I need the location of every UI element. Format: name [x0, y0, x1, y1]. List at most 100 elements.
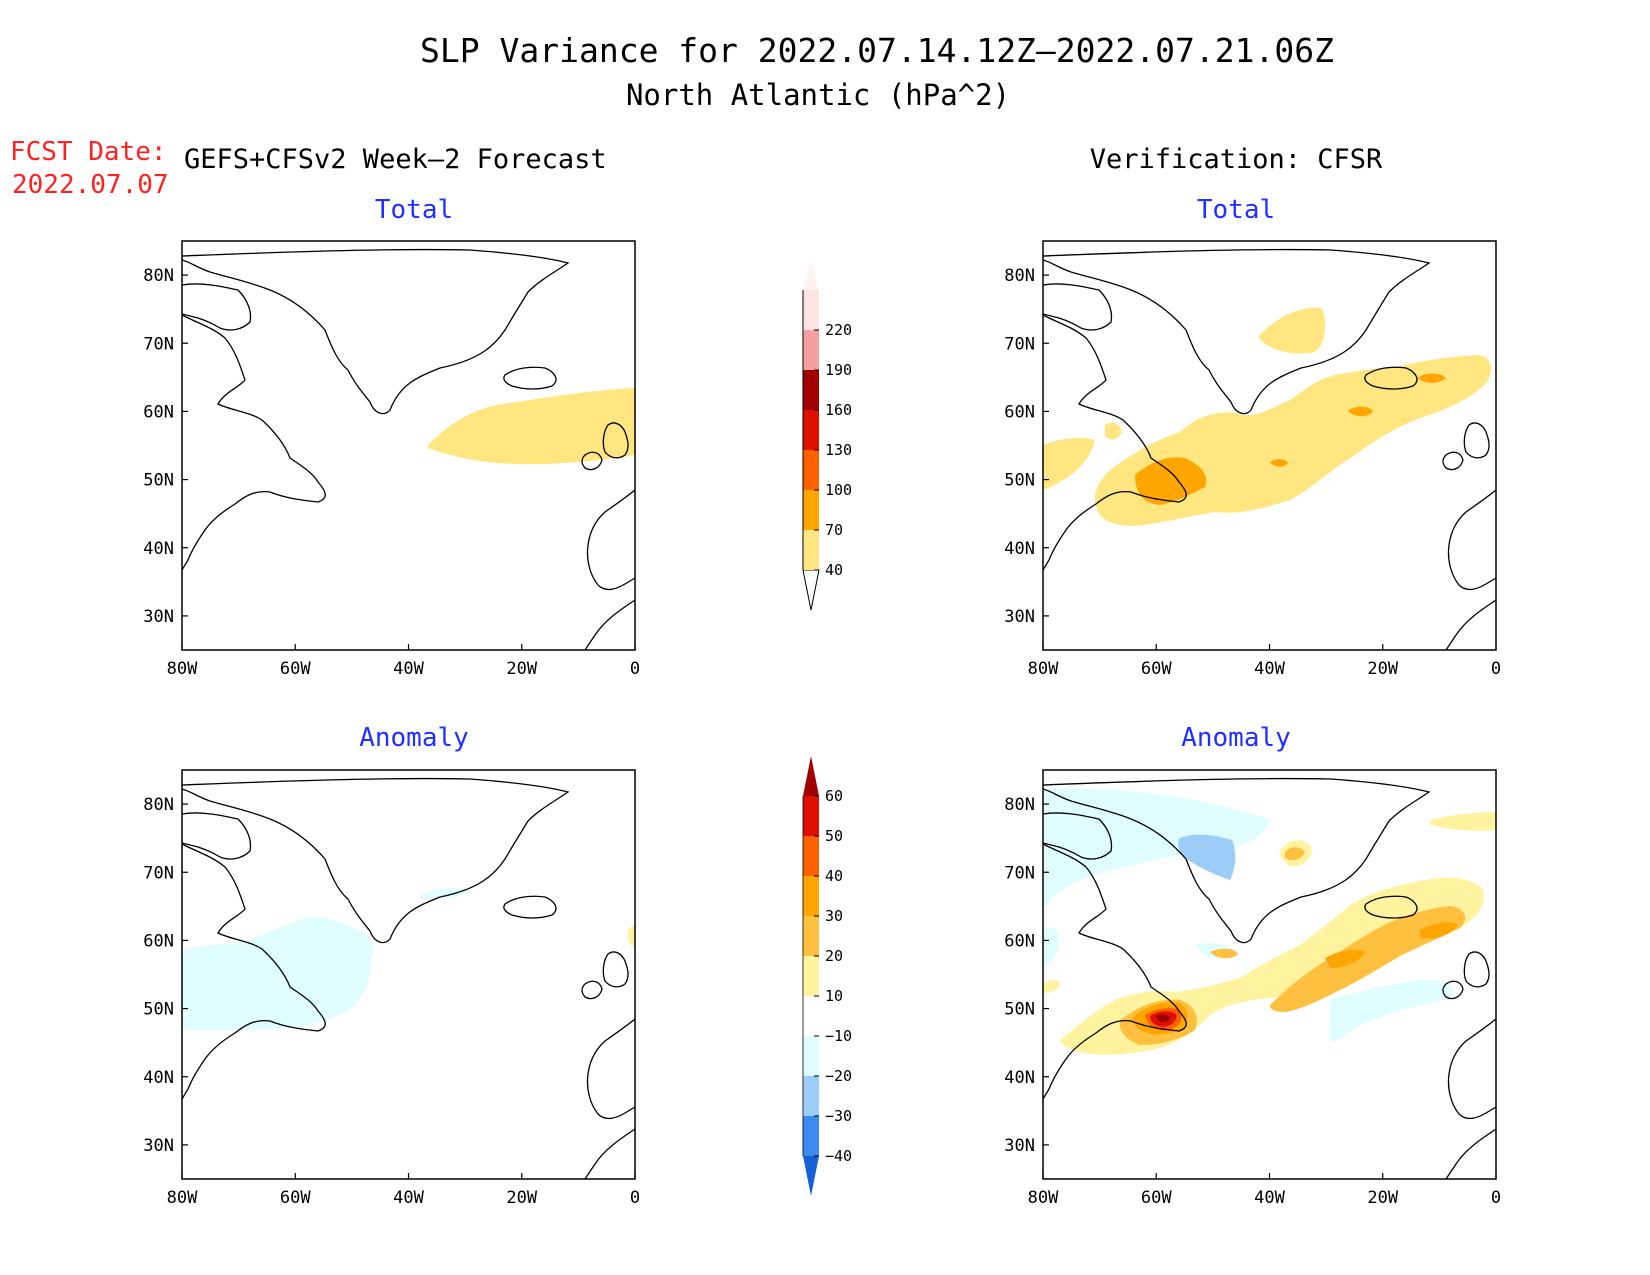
y-tick-label: 80N [1004, 795, 1035, 815]
x-tick-label: 40W [393, 659, 424, 679]
shading-verification-anomaly [1043, 788, 1496, 1055]
colorbar-segment [803, 916, 819, 956]
europe-coast [1447, 1018, 1496, 1120]
colorbar-segment [803, 1036, 819, 1076]
colorbar-total: 40 70 100 130 160 190 220 [802, 260, 852, 611]
ireland-coast [581, 451, 603, 471]
europe-coast [1447, 489, 1496, 591]
colorbar-segment [803, 996, 819, 1036]
africa-coast [1445, 1128, 1496, 1179]
map-panel-forecast-anomaly [181, 769, 636, 1180]
y-tick-label: 60N [143, 931, 174, 951]
map-panel-verification-total [1042, 240, 1497, 651]
baffin-island-coast [182, 283, 252, 331]
colorbar-segment [803, 290, 819, 330]
y-tick-label: 80N [143, 795, 174, 815]
canada-coast [182, 314, 326, 571]
x-tick-label: 60W [1141, 659, 1172, 679]
anomaly-neg10-neg20-region-small [420, 887, 470, 899]
anomaly-10-20-region-top [1430, 812, 1496, 831]
map-panel-verification-anomaly [1042, 769, 1497, 1180]
panel-subtitle-fcst-total: Total [375, 195, 453, 225]
anomaly-10-20-region-edge [627, 926, 635, 948]
variance-70-100-region-iceland [1418, 373, 1446, 383]
colorbar-label: 40 [825, 867, 843, 885]
figure-title-line2: North Atlantic (hPa^2) [626, 78, 1010, 112]
colorbar-segment [803, 796, 819, 836]
y-tick-label: 50N [143, 1000, 174, 1020]
y-tick-label: 30N [1004, 607, 1035, 627]
map-panel-forecast-total [181, 240, 636, 651]
x-tick-label: 40W [1254, 1188, 1285, 1208]
x-tick-label: 60W [280, 1188, 311, 1208]
colorbar-segment [803, 370, 819, 410]
colorbar-label: 60 [825, 787, 843, 805]
x-tick-label: 80W [1028, 659, 1059, 679]
colorbar-segment [803, 1076, 819, 1116]
x-tick-label: 60W [280, 659, 311, 679]
x-tick-label: 40W [1254, 659, 1285, 679]
x-tick-label: 80W [167, 659, 198, 679]
coastlines [1043, 777, 1496, 1179]
anomaly-neg10-neg20-region [182, 917, 374, 1030]
variance-70-100-region-newfoundland [1135, 457, 1207, 505]
panel-subtitle-fcst-anomaly: Anomaly [359, 723, 469, 753]
colorbar-extend-low [802, 569, 820, 611]
colorbar-label: 100 [825, 481, 852, 499]
fcst-date-value: 2022.07.07 [12, 170, 169, 200]
colorbar-label: 70 [825, 521, 843, 539]
y-tick-label: 80N [1004, 266, 1035, 286]
x-tick-label: 80W [167, 1188, 198, 1208]
colorbar-segment [803, 450, 819, 490]
y-tick-label: 70N [143, 863, 174, 883]
colorbar-label: −20 [825, 1067, 852, 1085]
shading-forecast-total [428, 388, 635, 465]
europe-coast [586, 489, 635, 591]
y-tick-label: 60N [1004, 931, 1035, 951]
x-tick-label: 0 [630, 1188, 640, 1208]
x-tick-label: 40W [393, 1188, 424, 1208]
ireland-coast [1442, 451, 1464, 471]
anomaly-10-20-region-small2 [1043, 979, 1060, 993]
anomaly-30-40-region [1325, 922, 1458, 968]
variance-40-70-region-greenland [1258, 307, 1326, 354]
iceland-coast [1364, 895, 1418, 919]
colorbar-segment [803, 1116, 819, 1156]
x-tick-label: 60W [1141, 1188, 1172, 1208]
y-tick-label: 80N [143, 266, 174, 286]
baffin-island-coast [1043, 812, 1113, 860]
y-tick-label: 40N [1004, 539, 1035, 559]
y-tick-label: 70N [1004, 863, 1035, 883]
panel-subtitle-verif-total: Total [1197, 195, 1275, 225]
canada-coast [1043, 843, 1187, 1100]
figure-title-line1: SLP Variance for 2022.07.14.12Z–2022.07.… [420, 31, 1334, 70]
x-tick-label: 0 [1491, 659, 1501, 679]
colorbar-segment [803, 956, 819, 996]
y-tick-label: 40N [143, 539, 174, 559]
shading-verification-total [1043, 307, 1492, 526]
iceland-coast [1364, 366, 1418, 390]
column-title-forecast: GEFS+CFSv2 Week–2 Forecast [184, 144, 607, 175]
britain-coast [602, 422, 629, 459]
colorbar-label: −40 [825, 1147, 852, 1165]
colorbar-label: 220 [825, 321, 852, 339]
iceland-coast [503, 366, 557, 390]
anomaly-neg10-neg20-region-east [1330, 979, 1454, 1042]
y-tick-label: 30N [143, 607, 174, 627]
greenland-coast [182, 777, 570, 944]
anomaly-20-30-region-main [1270, 906, 1466, 1012]
y-tick-label: 50N [1004, 1000, 1035, 1020]
africa-coast [1445, 599, 1496, 650]
y-tick-label: 70N [143, 334, 174, 354]
y-tick-label: 60N [143, 402, 174, 422]
coastlines [1043, 248, 1496, 650]
colorbar-extend-low [803, 1156, 819, 1196]
x-tick-label: 80W [1028, 1188, 1059, 1208]
colorbar-extend-high [803, 260, 819, 290]
x-tick-label: 20W [506, 659, 537, 679]
greenland-coast [182, 248, 570, 415]
y-tick-label: 70N [1004, 334, 1035, 354]
colorbar-segment [803, 330, 819, 370]
baffin-island-coast [1043, 283, 1113, 331]
